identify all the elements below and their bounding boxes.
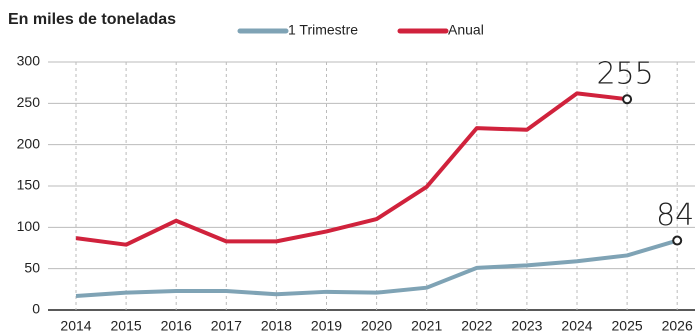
y-tick-label: 150 <box>17 177 41 193</box>
x-tick-label: 2020 <box>361 318 392 334</box>
x-tick-label: 2026 <box>662 318 693 334</box>
x-tick-label: 2018 <box>261 318 292 334</box>
legend-label: Anual <box>448 22 484 38</box>
x-tick-label: 2022 <box>461 318 492 334</box>
legend-label: 1 Trimestre <box>288 22 358 38</box>
x-tick-label: 2017 <box>211 318 242 334</box>
x-tick-label: 2019 <box>311 318 342 334</box>
line <box>75 238 678 298</box>
x-tick-label: 2016 <box>161 318 192 334</box>
x-tick-label: 2024 <box>561 318 592 334</box>
end-marker <box>672 235 683 246</box>
data-label: 84 <box>656 198 694 233</box>
x-tick-label: 2021 <box>411 318 442 334</box>
y-tick-label: 0 <box>32 301 40 317</box>
x-tick-label: 2015 <box>111 318 142 334</box>
chart-title: En miles de toneladas <box>8 11 176 28</box>
y-tick-label: 100 <box>17 218 41 234</box>
y-tick-label: 50 <box>24 259 40 275</box>
line <box>75 91 628 247</box>
end-marker <box>622 94 633 105</box>
x-tick-label: 2014 <box>60 318 91 334</box>
y-tick-label: 300 <box>17 53 41 69</box>
y-tick-label: 200 <box>17 135 41 151</box>
data-label: 255 <box>596 57 653 92</box>
x-tick-label: 2025 <box>612 318 643 334</box>
y-tick-label: 250 <box>17 94 41 110</box>
x-tick-label: 2023 <box>511 318 542 334</box>
